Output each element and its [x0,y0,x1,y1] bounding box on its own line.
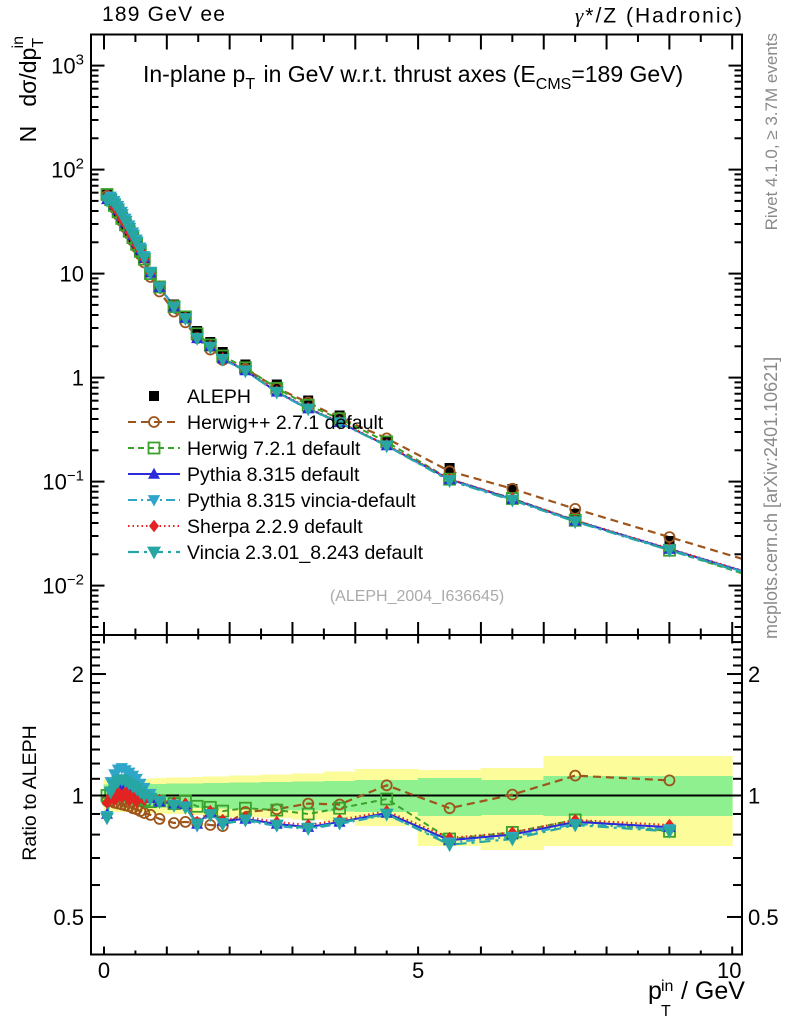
svg-text:2: 2 [72,662,84,687]
svg-text:1: 1 [72,784,84,809]
svg-text:Ratio to ALEPH: Ratio to ALEPH [19,725,41,861]
svg-text:10: 10 [60,262,84,287]
svg-text:0.5: 0.5 [53,905,84,930]
svg-text:/ GeV: / GeV [681,977,745,1005]
svg-text:1: 1 [72,366,84,391]
svg-text:Sherpa 2.2.9 default: Sherpa 2.2.9 default [187,516,363,538]
svg-text:p: p [648,977,662,1005]
svg-text:Rivet 4.1.0, ≥ 3.7M events: Rivet 4.1.0, ≥ 3.7M events [762,33,781,230]
svg-text:1: 1 [748,784,760,809]
svg-text:T: T [661,1003,671,1020]
svg-text:Vincia 2.3.01_8.243 default: Vincia 2.3.01_8.243 default [187,542,424,564]
svg-text:(ALEPH_2004_I636645): (ALEPH_2004_I636645) [330,588,504,605]
svg-text:10: 10 [717,958,741,983]
svg-text:5: 5 [412,958,424,983]
svg-text:ALEPH: ALEPH [187,386,251,408]
svg-text:Pythia 8.315 default: Pythia 8.315 default [187,464,360,486]
svg-text:in: in [661,978,673,995]
svg-text:N dσ/dpTin: N dσ/dpTin [10,36,47,142]
svg-text:2: 2 [748,662,760,687]
svg-text:γ*/Z (Hadronic): γ*/Z (Hadronic) [575,4,744,28]
svg-text:189 GeV ee: 189 GeV ee [102,3,226,26]
svg-text:Pythia 8.315 vincia-default: Pythia 8.315 vincia-default [187,490,416,512]
svg-text:Herwig 7.2.1 default: Herwig 7.2.1 default [187,438,361,460]
svg-text:103: 103 [51,52,84,79]
svg-text:Herwig++ 2.7.1 default: Herwig++ 2.7.1 default [187,412,384,434]
svg-text:0: 0 [98,958,110,983]
svg-text:10−2: 10−2 [42,572,84,599]
svg-text:0.5: 0.5 [748,905,779,930]
svg-text:mcplots.cern.ch [arXiv:2401.10: mcplots.cern.ch [arXiv:2401.10621] [761,357,781,639]
